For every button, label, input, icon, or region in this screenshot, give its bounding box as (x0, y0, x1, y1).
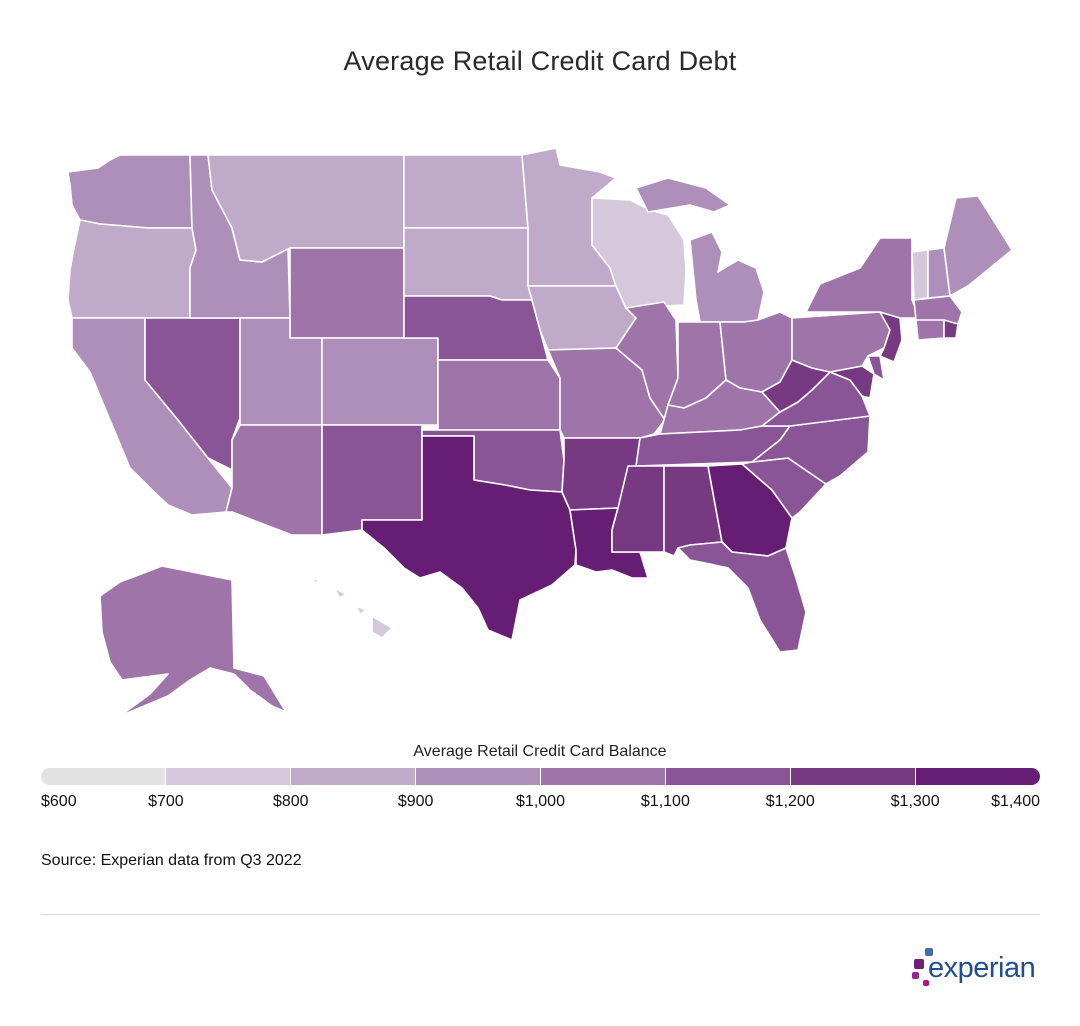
legend-swatch (165, 768, 290, 785)
state-nc[interactable] (751, 415, 871, 485)
legend-swatch (415, 768, 540, 785)
state-ma[interactable] (913, 295, 963, 325)
state-vt[interactable] (911, 249, 929, 301)
state-ne[interactable] (403, 295, 549, 361)
state-or[interactable] (67, 219, 197, 319)
legend-tick-label: $1,400 (991, 793, 1040, 810)
legend-tick-label: $600 (41, 793, 77, 810)
legend-swatch (290, 768, 415, 785)
state-ct[interactable] (915, 319, 945, 341)
legend-tick-label: $1,200 (765, 793, 815, 810)
state-fl[interactable] (677, 541, 807, 653)
state-az[interactable] (225, 424, 323, 536)
state-ks[interactable] (437, 359, 561, 431)
legend-tick-label: $800 (272, 793, 309, 810)
state-mt[interactable] (207, 154, 405, 263)
experian-logo[interactable]: experian (910, 948, 1050, 992)
legend-swatch (790, 768, 915, 785)
state-mi[interactable] (635, 177, 765, 323)
state-nd[interactable] (403, 154, 529, 229)
legend-swatch (915, 768, 1040, 785)
legend-swatch (540, 768, 665, 785)
color-scale-bar (41, 768, 1040, 785)
logo-dot (923, 980, 929, 986)
state-nm[interactable] (321, 424, 423, 536)
legend-title: Average Retail Credit Card Balance (413, 743, 667, 760)
logo-dot (912, 972, 919, 979)
state-ny[interactable] (805, 237, 921, 319)
source-note: Source: Experian data from Q3 2022 (41, 852, 302, 869)
state-ak[interactable] (99, 565, 287, 717)
state-nj[interactable] (879, 311, 903, 363)
state-sd[interactable] (403, 227, 533, 301)
legend-tick-label: $1,000 (516, 793, 565, 810)
legend-tick-label: $700 (148, 793, 184, 810)
state-tx[interactable] (361, 435, 577, 641)
legend-tick-label: $1,100 (640, 793, 690, 810)
legend-tick-label: $900 (397, 793, 434, 810)
logo-dot (914, 959, 924, 969)
logo-dot (925, 948, 933, 956)
map-title: Average Retail Credit Card Debt (343, 46, 737, 76)
legend-swatch (665, 768, 790, 785)
legend-swatch (41, 768, 165, 785)
divider (41, 914, 1040, 915)
legend-tick-label: $1,300 (890, 793, 940, 810)
state-ri[interactable] (943, 319, 959, 339)
color-scale-ticks: $600 $700 $800 $900 $1,000 $1,100 $1,200 $1,300… (0, 793, 1080, 815)
state-me[interactable] (943, 195, 1013, 297)
state-wy[interactable] (289, 247, 405, 339)
logo-wordmark: experian (928, 952, 1036, 984)
state-wa[interactable] (67, 154, 193, 229)
state-co[interactable] (321, 337, 439, 426)
state-hi[interactable] (311, 577, 393, 639)
state-de[interactable] (867, 355, 885, 381)
